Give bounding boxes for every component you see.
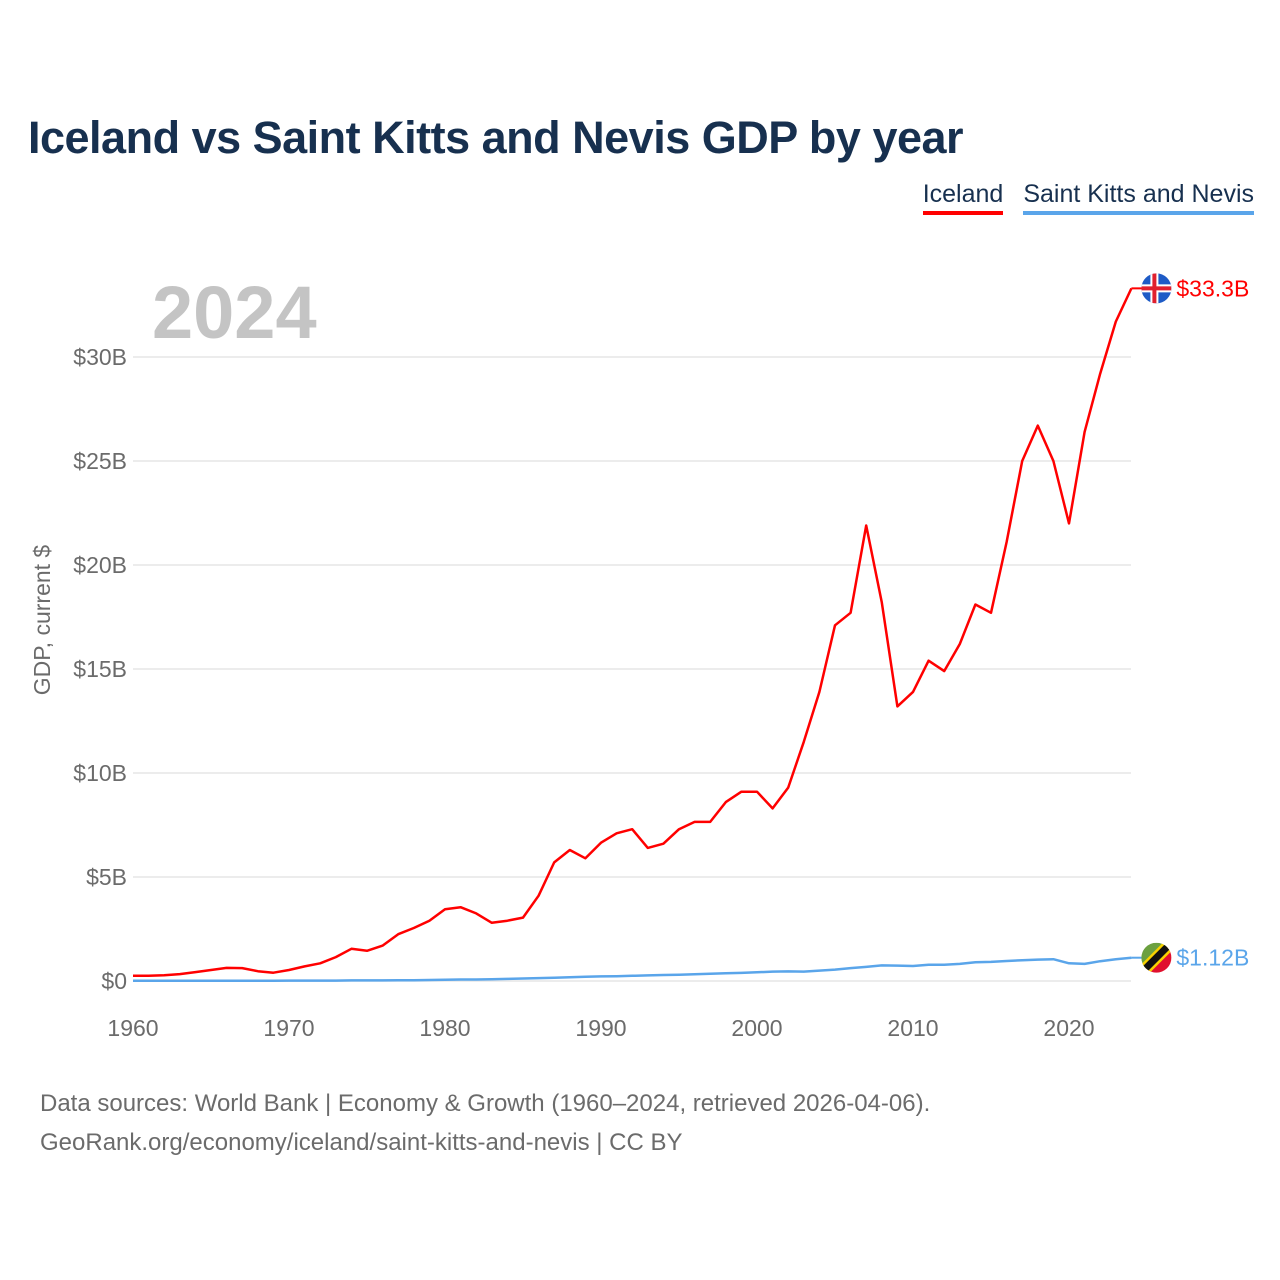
y-tick-label: $5B [86, 864, 127, 890]
x-tick-label: 1970 [263, 1015, 314, 1041]
year-watermark: 2024 [152, 271, 317, 354]
y-tick-label: $0 [101, 968, 127, 994]
end-value-label: $1.12B [1176, 945, 1249, 971]
x-tick-label: 1990 [575, 1015, 626, 1041]
saint-kitts-and-nevis-flag-icon [1141, 942, 1172, 973]
chart-title: Iceland vs Saint Kitts and Nevis GDP by … [28, 112, 964, 163]
flag-cross [1152, 273, 1157, 304]
y-axis-label: GDP, current $ [29, 545, 55, 696]
legend-item-saint-kitts-and-nevis[interactable]: Saint Kitts and Nevis [1023, 180, 1254, 215]
y-tick-label: $25B [73, 448, 127, 474]
iceland-flag-icon [1141, 273, 1172, 304]
y-tick-label: $10B [73, 760, 127, 786]
series-line-iceland [133, 287, 1133, 978]
x-tick-label: 1980 [419, 1015, 470, 1041]
footer-link[interactable]: GeoRank.org/economy/iceland/saint-kitts-… [40, 1129, 683, 1156]
y-tick-label: $20B [73, 552, 127, 578]
end-value-label: $33.3B [1176, 275, 1249, 301]
footer: Data sources: World Bank | Economy & Gro… [40, 1084, 930, 1162]
y-tick-label: $15B [73, 656, 127, 682]
x-tick-label: 1960 [107, 1015, 158, 1041]
y-tick-label: $30B [73, 344, 127, 370]
x-tick-label: 2010 [887, 1015, 938, 1041]
x-tick-label: 2000 [731, 1015, 782, 1041]
legend-item-iceland[interactable]: Iceland [922, 180, 1004, 215]
x-tick-label: 2020 [1043, 1015, 1094, 1041]
flag-body [1141, 273, 1172, 304]
series-line-saint-kitts-and-nevis [133, 956, 1132, 983]
footer-sources: Data sources: World Bank | Economy & Gro… [40, 1090, 931, 1117]
flag-body [1141, 942, 1172, 973]
legend: Iceland Saint Kitts and Nevis [922, 180, 1254, 215]
